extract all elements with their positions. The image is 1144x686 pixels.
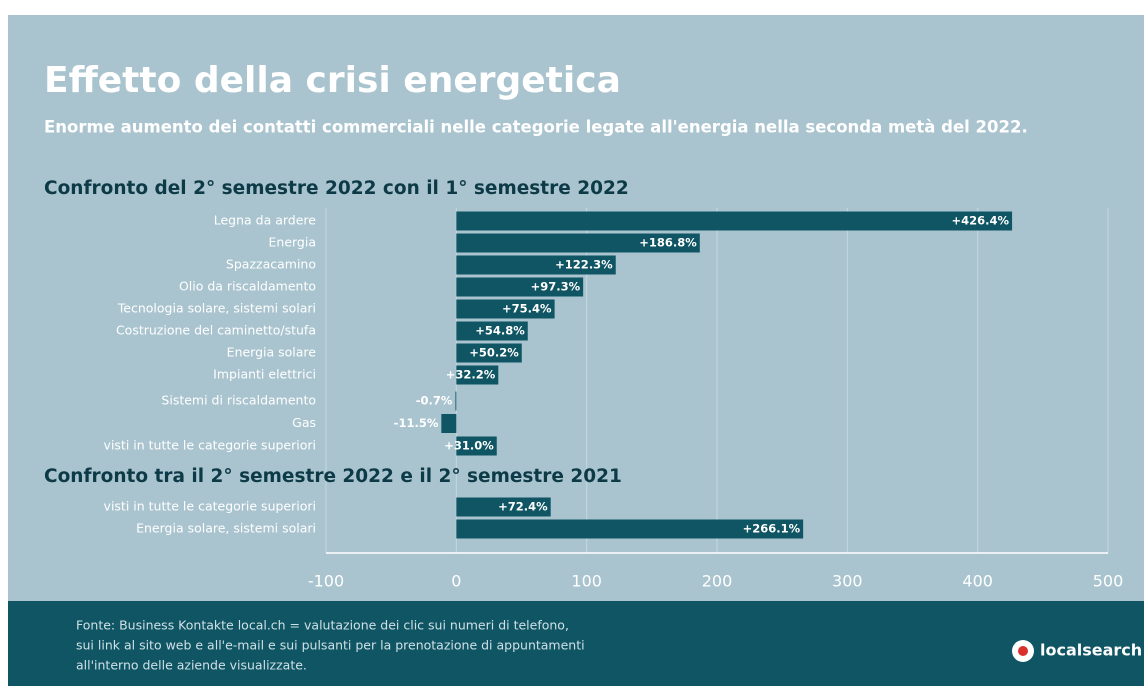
category-label: Sistemi di riscaldamento — [161, 393, 316, 408]
value-label: +122.3% — [555, 258, 613, 272]
background — [8, 15, 1144, 601]
value-label: +72.4% — [498, 500, 548, 514]
bar — [456, 497, 551, 517]
x-tick-label: 0 — [451, 572, 461, 591]
category-label: Impianti elettrici — [213, 367, 316, 382]
category-label: visti in tutte le categorie superiori — [104, 438, 316, 453]
category-label: Gas — [292, 415, 316, 430]
category-label: Energia solare — [227, 345, 317, 360]
category-label: Spazzacamino — [226, 257, 316, 272]
x-tick-label: -100 — [308, 572, 344, 591]
logo-text: localsearch — [1040, 641, 1142, 660]
x-tick-label: 300 — [832, 572, 863, 591]
category-label: Tecnologia solare, sistemi solari — [117, 301, 316, 316]
value-label: +31.0% — [444, 439, 494, 453]
chart-subtitle: Enorme aumento dei contatti commerciali … — [44, 118, 1028, 137]
value-label: -11.5% — [394, 416, 439, 430]
bar — [441, 414, 457, 433]
category-label: Energia solare, sistemi solari — [136, 521, 316, 536]
value-label: +54.8% — [475, 324, 525, 338]
value-label: +426.4% — [952, 214, 1010, 228]
bar — [456, 277, 584, 297]
bar — [456, 299, 555, 319]
logo-icon-dot — [1018, 646, 1028, 656]
bar — [456, 255, 616, 275]
category-label: visti in tutte le categorie superiori — [104, 499, 316, 514]
category-label: Energia — [269, 235, 317, 250]
source-line: all'interno delle aziende visualizzate. — [76, 658, 307, 673]
x-tick-label: 200 — [702, 572, 733, 591]
value-label: +266.1% — [743, 522, 801, 536]
source-line: sui link al sito web e all'e-mail e sui … — [76, 638, 585, 653]
value-label: -0.7% — [416, 394, 453, 408]
x-tick-label: 100 — [571, 572, 602, 591]
value-label: +186.8% — [639, 236, 697, 250]
value-label: +50.2% — [469, 346, 519, 360]
x-tick-label: 500 — [1093, 572, 1124, 591]
logo: localsearch — [1012, 640, 1142, 662]
category-label: Legna da ardere — [214, 213, 317, 228]
value-label: +75.4% — [502, 302, 552, 316]
footer-band — [8, 601, 1144, 686]
section-title: Confronto tra il 2° semestre 2022 e il 2… — [44, 466, 622, 487]
section-title: Confronto del 2° semestre 2022 con il 1°… — [44, 178, 629, 199]
value-label: +32.2% — [446, 368, 496, 382]
bar — [456, 233, 700, 253]
bar — [456, 343, 522, 363]
source-line: Fonte: Business Kontakte local.ch = valu… — [76, 618, 569, 633]
x-tick-label: 400 — [962, 572, 993, 591]
chart-title: Effetto della crisi energetica — [44, 60, 621, 101]
bar — [456, 321, 528, 341]
bar — [456, 519, 804, 539]
bar — [456, 365, 499, 385]
bar — [456, 436, 497, 456]
bar — [455, 391, 457, 411]
bar — [456, 211, 1013, 231]
value-label: +97.3% — [531, 280, 581, 294]
category-label: Olio da riscaldamento — [179, 279, 316, 294]
category-label: Costruzione del caminetto/stufa — [116, 323, 316, 338]
